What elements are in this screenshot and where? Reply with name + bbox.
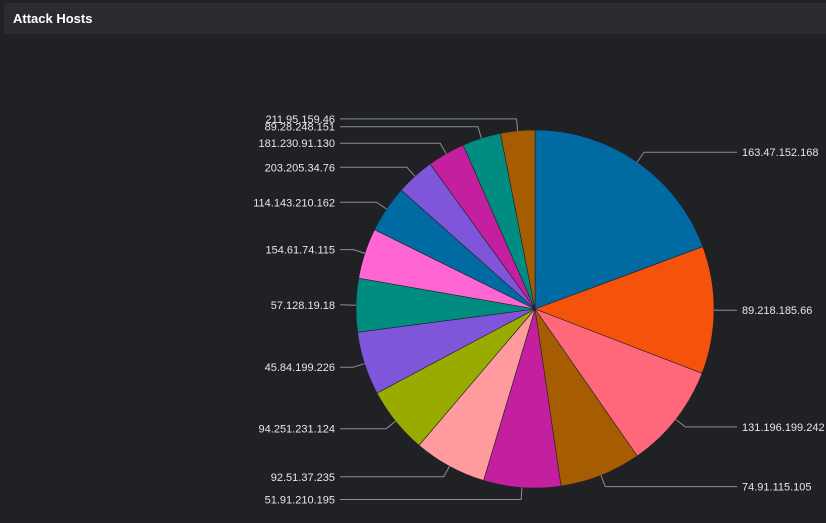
- leader-line: [340, 465, 450, 478]
- leader-line: [340, 363, 365, 368]
- slice-label: 89.218.185.66: [742, 305, 812, 317]
- leader-line: [340, 420, 396, 430]
- slice-label: 89.28.248.151: [265, 122, 335, 134]
- leader-line: [600, 475, 737, 488]
- slice-label: 57.128.19.18: [271, 300, 335, 312]
- pie-slice[interactable]: [534, 129, 704, 310]
- leader-line: [636, 151, 737, 163]
- slice-label: 163.47.152.168: [742, 147, 818, 159]
- slice-label: 211.95.159.46: [265, 114, 335, 126]
- slice-label: 131.196.199.242: [742, 422, 825, 434]
- slice-label: 92.51.37.235: [271, 472, 335, 484]
- leader-line: [675, 419, 737, 428]
- slice-label: 45.84.199.226: [265, 362, 335, 374]
- slice-label: 114.143.210.162: [253, 197, 335, 209]
- leader-line: [340, 249, 366, 254]
- slice-label: 51.91.210.195: [265, 495, 335, 507]
- slice-label: 154.61.74.115: [265, 245, 335, 257]
- leader-line: [340, 118, 519, 131]
- leader-line: [340, 126, 482, 139]
- leader-line: [340, 487, 523, 500]
- panel-header: Attack Hosts: [4, 3, 826, 34]
- slice-label: 94.251.231.124: [259, 424, 335, 436]
- leader-line: [340, 201, 387, 210]
- panel-title: Attack Hosts: [13, 11, 93, 26]
- leader-line: [340, 142, 447, 154]
- slice-label: 203.205.34.76: [265, 162, 335, 174]
- pie-slice[interactable]: [500, 129, 536, 310]
- leader-line: [340, 166, 416, 177]
- slice-label: 74.91.115.105: [742, 482, 812, 494]
- pie-slice[interactable]: [534, 246, 715, 374]
- slice-label: 181.230.91.130: [259, 138, 335, 150]
